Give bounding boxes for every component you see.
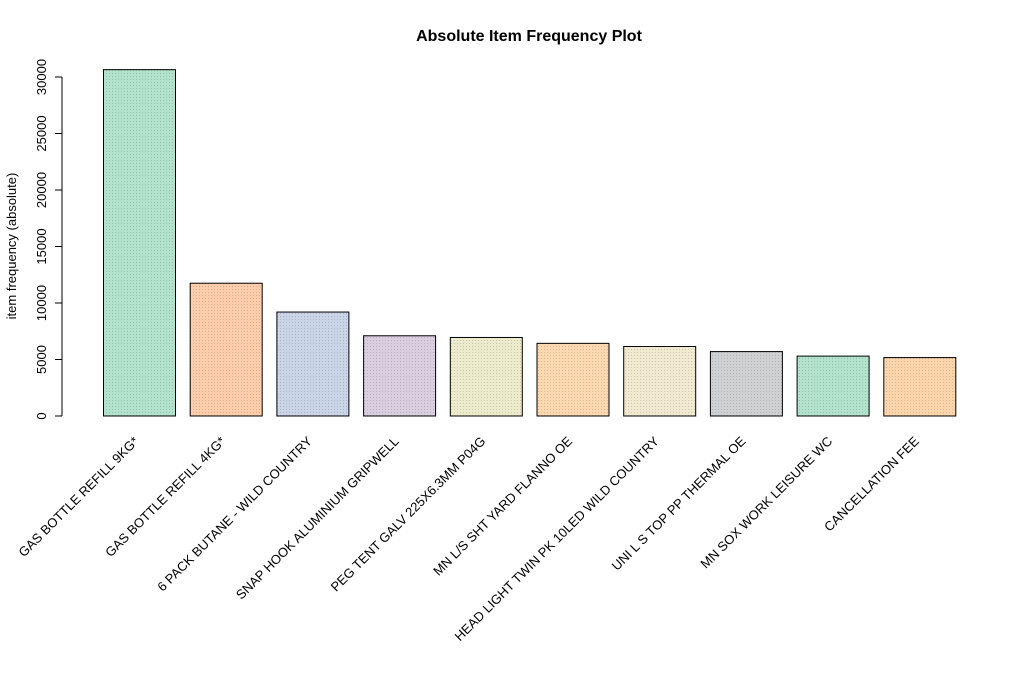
bar-texture: [190, 283, 263, 416]
bar-texture: [883, 357, 956, 416]
bar-texture: [450, 337, 523, 416]
y-tick-label: 10000: [34, 285, 49, 321]
bar-texture: [276, 312, 349, 416]
bar-texture: [103, 69, 176, 416]
y-axis-label: item frequency (absolute): [4, 173, 19, 320]
category-labels: GAS BOTTLE REFILL 9KG*GAS BOTTLE REFILL …: [15, 433, 922, 644]
bars: [103, 69, 957, 417]
bar-texture: [710, 351, 783, 416]
x-category-label: PEG TENT GALV 225X6.3MM P04G: [328, 434, 489, 595]
y-tick-label: 0: [34, 412, 49, 419]
chart-title: Absolute Item Frequency Plot: [416, 28, 642, 45]
bar-texture: [537, 343, 609, 416]
y-tick-label: 30000: [34, 59, 49, 95]
y-tick-label: 15000: [34, 228, 49, 264]
bar-texture: [623, 346, 696, 416]
x-category-label: SNAP HOOK ALUMINIUM GRIPWELL: [233, 434, 402, 603]
bar-texture: [797, 356, 870, 416]
x-category-label: 6 PACK BUTANE - WILD COUNTRY: [154, 433, 315, 594]
x-category-label: CANCELLATION FEE: [821, 433, 922, 534]
y-tick-label: 25000: [34, 115, 49, 151]
y-tick-label: 5000: [34, 345, 49, 374]
y-tick-label: 20000: [34, 172, 49, 208]
y-axis: 0 5000 10000 15000 20000 25000 30000: [34, 59, 63, 420]
x-category-label: HEAD LIGHT TWIN PK 10LED WILD COUNTRY: [451, 433, 662, 644]
bar-texture: [363, 335, 436, 416]
x-category-label: MN L/S SHT YARD FLANNO OE: [430, 433, 575, 578]
